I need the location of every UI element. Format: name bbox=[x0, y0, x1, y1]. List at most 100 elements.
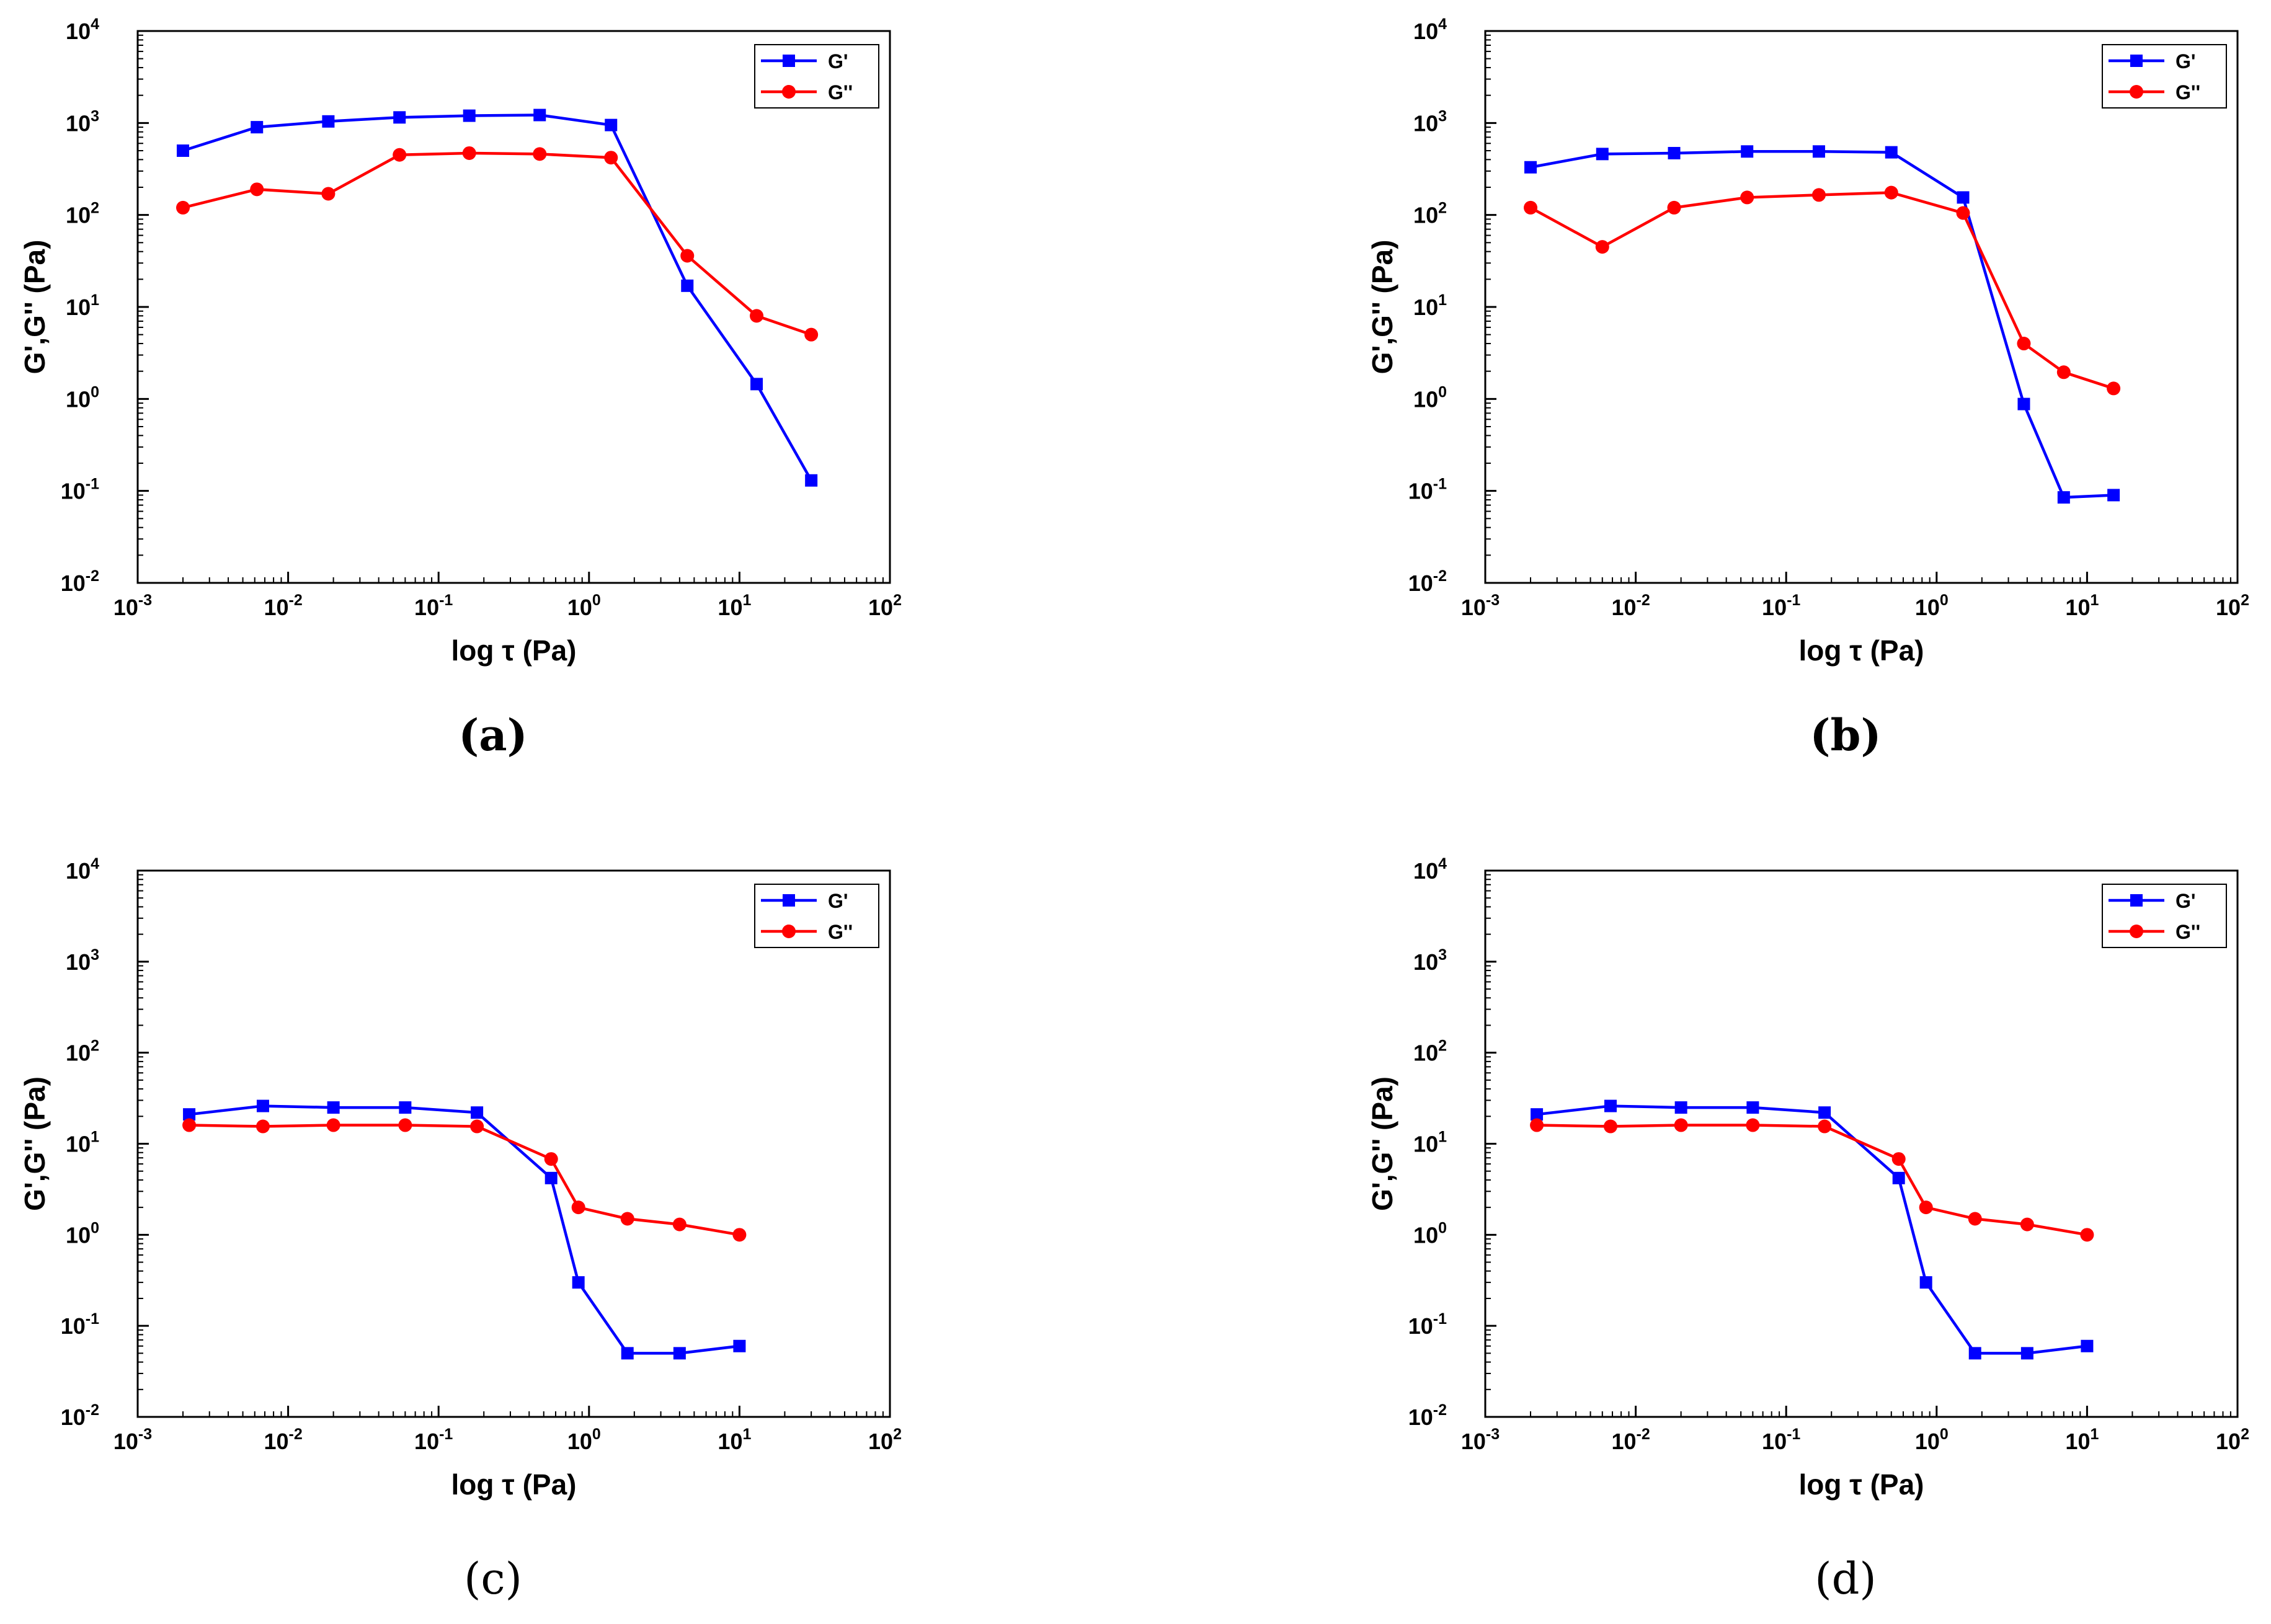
data-point-g-double-prime bbox=[1603, 1119, 1617, 1134]
data-point-g-prime bbox=[1968, 1347, 1981, 1360]
y-axis-title: G',G'' (Pa) bbox=[19, 1076, 51, 1211]
y-tick-exp: 3 bbox=[91, 107, 99, 125]
y-tick-base: 10 bbox=[66, 203, 91, 228]
x-tick-exp: -3 bbox=[1486, 592, 1500, 609]
data-point-g-prime bbox=[251, 121, 264, 134]
y-tick-base: 10 bbox=[1413, 1222, 1438, 1248]
y-tick-exp: 3 bbox=[91, 946, 99, 964]
x-tick-exp: -1 bbox=[1787, 1426, 1800, 1443]
x-tick-exp: 1 bbox=[2090, 592, 2099, 609]
x-tick-label: 102 bbox=[868, 592, 902, 620]
data-point-g-prime bbox=[733, 1339, 746, 1352]
legend: G' G'' bbox=[754, 884, 879, 948]
y-tick-exp: 4 bbox=[91, 855, 99, 872]
x-axis-title: log τ (Pa) bbox=[451, 1468, 577, 1501]
x-tick-label: 100 bbox=[1915, 1426, 1949, 1454]
legend-label: G' bbox=[2175, 890, 2196, 912]
x-tick-label: 10-3 bbox=[1461, 592, 1500, 620]
legend-marker-square bbox=[2130, 55, 2143, 67]
y-tick-label: 104 bbox=[66, 16, 99, 44]
legend-marker-square bbox=[783, 55, 795, 67]
x-tick-exp: -3 bbox=[1486, 1426, 1500, 1443]
y-tick-base: 10 bbox=[1408, 570, 1433, 596]
data-point-g-double-prime bbox=[620, 1212, 634, 1226]
data-point-g-prime bbox=[681, 279, 694, 292]
data-point-g-double-prime bbox=[393, 148, 407, 162]
data-point-g-prime bbox=[2057, 491, 2070, 504]
y-tick-base: 10 bbox=[66, 295, 91, 320]
data-point-g-double-prime bbox=[326, 1118, 340, 1132]
x-tick-label: 100 bbox=[567, 1426, 601, 1454]
y-tick-exp: 1 bbox=[1438, 291, 1447, 309]
y-tick-base: 10 bbox=[61, 1404, 86, 1430]
legend-label: G' bbox=[2175, 50, 2196, 73]
data-point-g-double-prime bbox=[1884, 185, 1898, 200]
chart-panel-3: 10-3 10-2 10-1 100 101 10210-210-110010110210… bbox=[19, 855, 902, 1501]
y-tick-label: 103 bbox=[66, 946, 99, 975]
x-tick-exp: 0 bbox=[1940, 1426, 1949, 1443]
data-point-g-double-prime bbox=[533, 147, 547, 161]
y-tick-label: 104 bbox=[66, 855, 99, 884]
x-tick-exp: -3 bbox=[138, 592, 152, 609]
x-tick-exp: -1 bbox=[1787, 592, 1800, 609]
data-point-g-double-prime bbox=[804, 327, 819, 342]
x-tick-exp: -2 bbox=[289, 1426, 303, 1443]
y-tick-label: 101 bbox=[1413, 1129, 1447, 1157]
data-point-g-prime bbox=[471, 1106, 484, 1119]
panel-label: (b) bbox=[1810, 709, 1881, 761]
x-tick-base: 10 bbox=[2216, 595, 2241, 620]
data-point-g-double-prime bbox=[1595, 240, 1609, 254]
x-tick-base: 10 bbox=[718, 595, 742, 620]
legend-marker-circle bbox=[2130, 925, 2143, 938]
x-axis-title: log τ (Pa) bbox=[1799, 634, 1924, 667]
x-tick-label: 102 bbox=[2216, 1426, 2249, 1454]
x-tick-base: 10 bbox=[414, 595, 439, 620]
data-point-g-prime bbox=[1919, 1276, 1932, 1289]
x-tick-label: 102 bbox=[2216, 592, 2249, 620]
y-tick-label: 104 bbox=[1413, 855, 1447, 884]
y-tick-label: 101 bbox=[1413, 291, 1447, 320]
data-point-g-double-prime bbox=[2056, 365, 2071, 379]
series-line-g-prime bbox=[1536, 1104, 2087, 1355]
data-point-g-double-prime bbox=[732, 1228, 747, 1242]
data-point-g-double-prime bbox=[2080, 1228, 2094, 1242]
legend-label: G'' bbox=[828, 81, 853, 104]
y-tick-exp: -1 bbox=[1433, 476, 1447, 493]
data-point-g-double-prime bbox=[680, 249, 695, 263]
x-tick-label: 10-3 bbox=[1461, 1426, 1500, 1454]
x-tick-label: 102 bbox=[868, 1426, 902, 1454]
data-point-g-double-prime bbox=[250, 182, 264, 197]
y-tick-label: 10-1 bbox=[61, 476, 99, 504]
x-tick-base: 10 bbox=[264, 1429, 288, 1454]
x-tick-base: 10 bbox=[264, 595, 288, 620]
y-tick-label: 102 bbox=[1413, 200, 1447, 228]
data-point-g-double-prime bbox=[398, 1118, 412, 1132]
y-tick-exp: -2 bbox=[1433, 567, 1447, 585]
y-tick-base: 10 bbox=[1408, 1313, 1433, 1339]
x-tick-exp: 0 bbox=[592, 592, 601, 609]
legend-label: G' bbox=[828, 50, 848, 73]
y-tick-label: 100 bbox=[66, 383, 99, 412]
series-line-g-prime bbox=[189, 1104, 740, 1355]
legend-box bbox=[754, 884, 879, 948]
x-axis-title: log τ (Pa) bbox=[1799, 1468, 1924, 1501]
y-tick-label: 10-2 bbox=[1408, 1401, 1447, 1430]
data-point-g-prime bbox=[1524, 161, 1537, 174]
y-tick-label: 10-1 bbox=[1408, 1310, 1447, 1339]
y-axis-title: G',G'' (Pa) bbox=[19, 240, 51, 375]
legend-marker-square bbox=[783, 894, 795, 907]
data-point-g-prime bbox=[1818, 1106, 1831, 1119]
x-tick-exp: -1 bbox=[439, 592, 453, 609]
data-point-g-double-prime bbox=[1818, 1119, 1832, 1134]
data-point-g-prime bbox=[2107, 489, 2120, 502]
x-tick-exp: -2 bbox=[1637, 1426, 1650, 1443]
data-point-g-prime bbox=[1604, 1099, 1617, 1112]
legend-box bbox=[2102, 884, 2227, 948]
x-tick-label: 10-1 bbox=[414, 1426, 453, 1454]
legend: G' G'' bbox=[2102, 44, 2227, 109]
x-tick-base: 10 bbox=[1461, 1429, 1486, 1454]
data-point-g-double-prime bbox=[1746, 1118, 1760, 1132]
data-point-g-prime bbox=[673, 1347, 686, 1360]
y-tick-base: 10 bbox=[66, 1132, 91, 1157]
y-tick-label: 100 bbox=[1413, 1219, 1447, 1248]
